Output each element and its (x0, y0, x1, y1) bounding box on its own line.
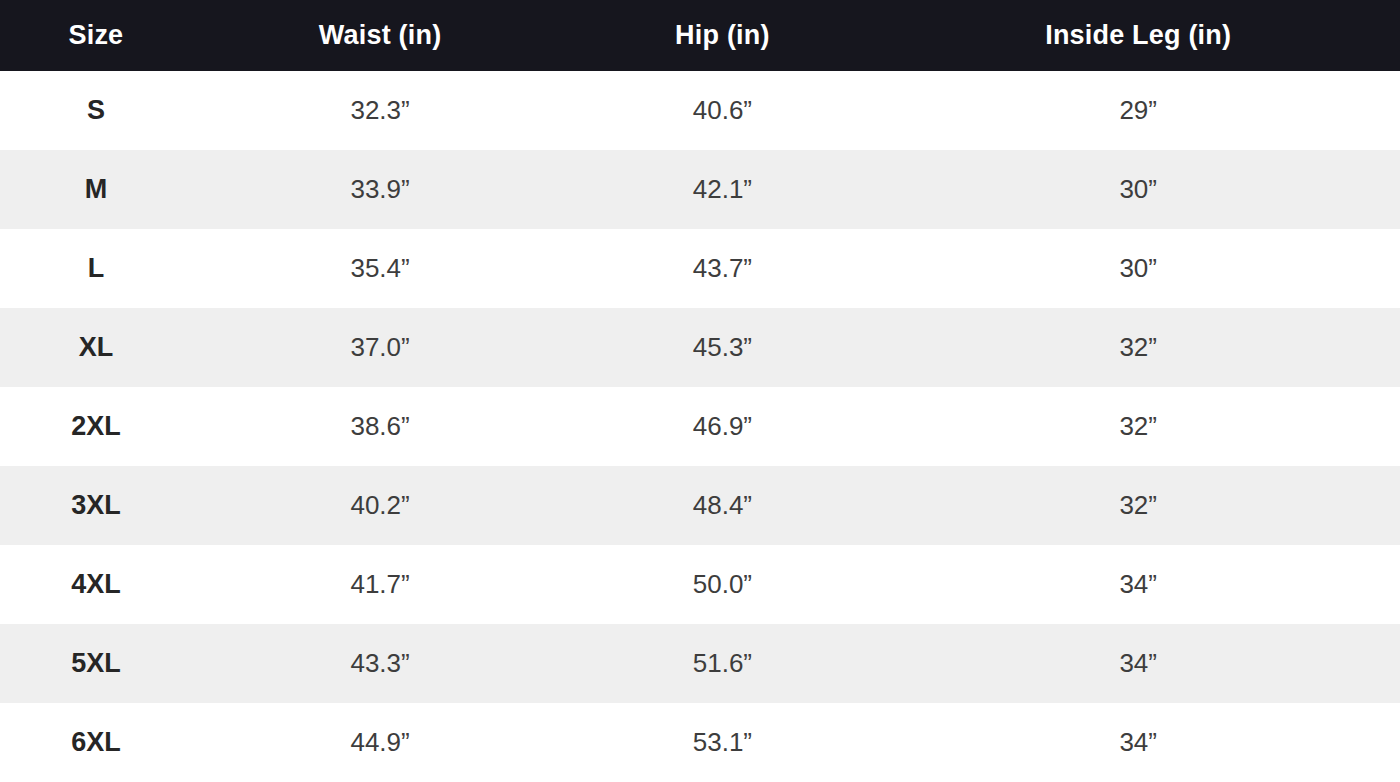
hip-cell: 43.7” (568, 229, 876, 308)
hip-cell: 51.6” (568, 624, 876, 703)
size-cell: 5XL (0, 624, 192, 703)
hip-cell: 46.9” (568, 387, 876, 466)
hip-cell: 50.0” (568, 545, 876, 624)
waist-cell: 40.2” (192, 466, 569, 545)
inside-leg-cell: 30” (876, 229, 1400, 308)
table-row: 5XL43.3”51.6”34” (0, 624, 1400, 703)
inside-leg-cell: 30” (876, 150, 1400, 229)
waist-cell: 33.9” (192, 150, 569, 229)
table-row: XL37.0”45.3”32” (0, 308, 1400, 387)
inside-leg-cell: 29” (876, 71, 1400, 150)
waist-cell: 41.7” (192, 545, 569, 624)
inside-leg-cell: 34” (876, 545, 1400, 624)
hip-cell: 48.4” (568, 466, 876, 545)
hip-cell: 53.1” (568, 703, 876, 782)
hip-cell: 45.3” (568, 308, 876, 387)
size-cell: 2XL (0, 387, 192, 466)
inside-leg-cell: 32” (876, 387, 1400, 466)
size-chart-table: Size Waist (in) Hip (in) Inside Leg (in)… (0, 0, 1400, 782)
header-inside-leg: Inside Leg (in) (876, 0, 1400, 71)
size-cell: 4XL (0, 545, 192, 624)
table-row: M33.9”42.1”30” (0, 150, 1400, 229)
size-chart-body: S32.3”40.6”29”M33.9”42.1”30”L35.4”43.7”3… (0, 71, 1400, 782)
table-row: 4XL41.7”50.0”34” (0, 545, 1400, 624)
waist-cell: 38.6” (192, 387, 569, 466)
size-cell: XL (0, 308, 192, 387)
inside-leg-cell: 32” (876, 308, 1400, 387)
waist-cell: 37.0” (192, 308, 569, 387)
hip-cell: 40.6” (568, 71, 876, 150)
table-row: S32.3”40.6”29” (0, 71, 1400, 150)
size-cell: S (0, 71, 192, 150)
table-row: 2XL38.6”46.9”32” (0, 387, 1400, 466)
hip-cell: 42.1” (568, 150, 876, 229)
header-size: Size (0, 0, 192, 71)
size-chart-header: Size Waist (in) Hip (in) Inside Leg (in) (0, 0, 1400, 71)
header-row: Size Waist (in) Hip (in) Inside Leg (in) (0, 0, 1400, 71)
waist-cell: 44.9” (192, 703, 569, 782)
size-cell: 6XL (0, 703, 192, 782)
table-row: 6XL44.9”53.1”34” (0, 703, 1400, 782)
inside-leg-cell: 32” (876, 466, 1400, 545)
size-cell: M (0, 150, 192, 229)
header-waist: Waist (in) (192, 0, 569, 71)
header-hip: Hip (in) (568, 0, 876, 71)
size-cell: 3XL (0, 466, 192, 545)
waist-cell: 43.3” (192, 624, 569, 703)
size-cell: L (0, 229, 192, 308)
waist-cell: 32.3” (192, 71, 569, 150)
table-row: 3XL40.2”48.4”32” (0, 466, 1400, 545)
inside-leg-cell: 34” (876, 624, 1400, 703)
waist-cell: 35.4” (192, 229, 569, 308)
table-row: L35.4”43.7”30” (0, 229, 1400, 308)
inside-leg-cell: 34” (876, 703, 1400, 782)
